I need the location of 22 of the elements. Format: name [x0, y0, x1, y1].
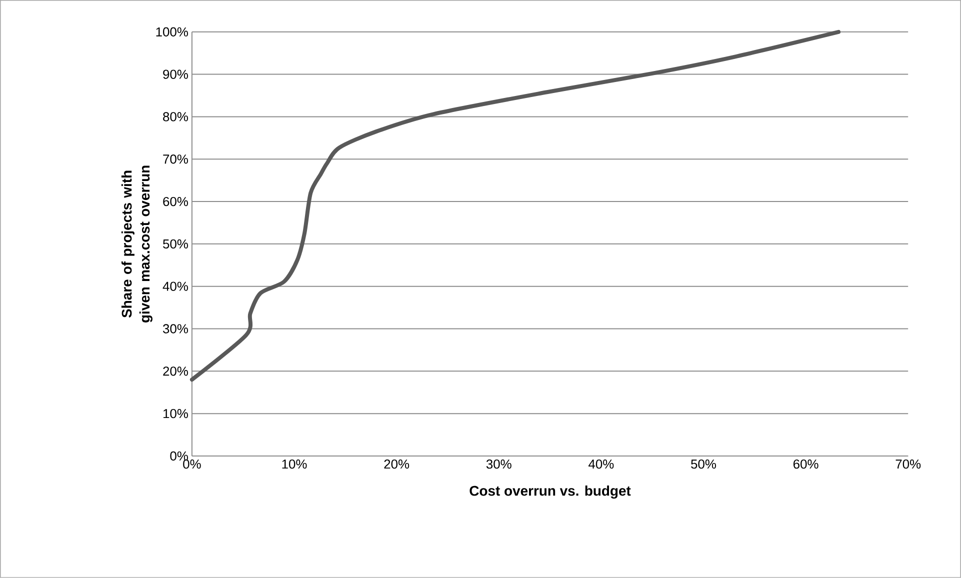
- y-tick-label: 10%: [163, 409, 188, 418]
- y-tick-label: 30%: [163, 324, 188, 334]
- y-axis-title: Share of projects with given max.cost overrun: [121, 166, 152, 322]
- x-tick-label: 60%: [793, 460, 818, 469]
- y-tick-label: 50%: [163, 239, 188, 249]
- y-tick-label: 70%: [163, 154, 188, 164]
- x-tick-label: 70%: [896, 460, 921, 469]
- y-tick-label: 90%: [163, 70, 188, 79]
- x-tick-label: 0%: [183, 460, 201, 469]
- y-tick-label: 80%: [163, 112, 188, 122]
- y-tick-label: 0%: [170, 451, 188, 461]
- y-tick-label: 100%: [156, 27, 188, 37]
- y-tick-label: 60%: [163, 196, 188, 206]
- x-tick-label: 40%: [588, 460, 614, 469]
- x-axis-title: Cost overrun vs. budget: [470, 486, 631, 499]
- x-tick-label: 50%: [691, 460, 716, 469]
- x-tick-label: 20%: [384, 460, 410, 469]
- x-tick-label: 10%: [282, 460, 307, 469]
- y-tick-label: 20%: [163, 366, 188, 376]
- y-tick-label: 40%: [162, 282, 188, 291]
- line-series: [190, 30, 841, 382]
- x-tick-label: 30%: [486, 460, 512, 469]
